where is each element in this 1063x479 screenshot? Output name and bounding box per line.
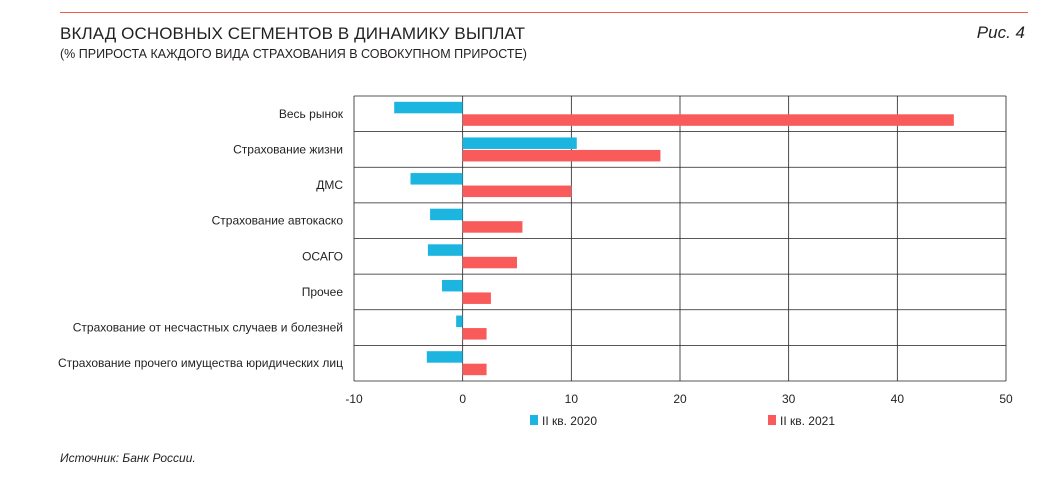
source-note: Источник: Банк России. xyxy=(60,451,196,465)
category-label: ДМС xyxy=(316,178,343,192)
top-rule xyxy=(60,12,1028,13)
x-tick-label: 0 xyxy=(459,392,466,406)
figure-label: Рис. 4 xyxy=(976,23,1025,42)
legend-label: II кв. 2020 xyxy=(542,414,597,428)
bar-2021 xyxy=(462,114,954,126)
bar-2020 xyxy=(442,279,463,292)
bar-2021 xyxy=(462,363,487,376)
category-label: Страхование автокаско xyxy=(212,214,344,228)
legend-swatch xyxy=(530,415,538,425)
bar-2021 xyxy=(462,149,661,162)
bar-2021 xyxy=(462,221,523,233)
x-tick-label: 10 xyxy=(565,392,579,406)
x-tick-label: 50 xyxy=(999,392,1013,406)
bar-2021 xyxy=(462,292,491,304)
x-tick-label: 40 xyxy=(891,392,905,406)
category-label: ОСАГО xyxy=(302,249,343,263)
bar-2020 xyxy=(456,315,463,328)
category-label: Страхование от несчастных случаев и боле… xyxy=(73,321,343,335)
x-tick-label: 30 xyxy=(782,392,796,406)
category-label: Страхование жизни xyxy=(233,142,343,156)
chart-subtitle: (% ПРИРОСТА КАЖДОГО ВИДА СТРАХОВАНИЯ В С… xyxy=(60,47,527,61)
x-tick-label: -10 xyxy=(345,392,363,406)
chart-title: ВКЛАД ОСНОВНЫХ СЕГМЕНТОВ В ДИНАМИКУ ВЫПЛ… xyxy=(60,24,526,43)
bar-2020 xyxy=(410,173,463,185)
x-tick-label: 20 xyxy=(673,392,687,406)
legend-item: II кв. 2020 xyxy=(530,414,597,428)
bar-2020 xyxy=(426,351,463,363)
bar-2020 xyxy=(394,101,463,114)
category-label: Страхование прочего имущества юридически… xyxy=(58,356,343,370)
legend-label: II кв. 2021 xyxy=(780,414,835,428)
legend-swatch xyxy=(768,415,776,425)
bar-2020 xyxy=(427,244,463,256)
bar-2021 xyxy=(462,256,517,269)
category-label: Прочее xyxy=(302,285,344,299)
bar-2021 xyxy=(462,185,572,198)
category-label: Весь рынок xyxy=(279,107,344,121)
bar-2020 xyxy=(462,137,577,149)
bar-2020 xyxy=(430,208,463,221)
legend-item: II кв. 2021 xyxy=(768,414,835,428)
bar-2021 xyxy=(462,328,487,340)
